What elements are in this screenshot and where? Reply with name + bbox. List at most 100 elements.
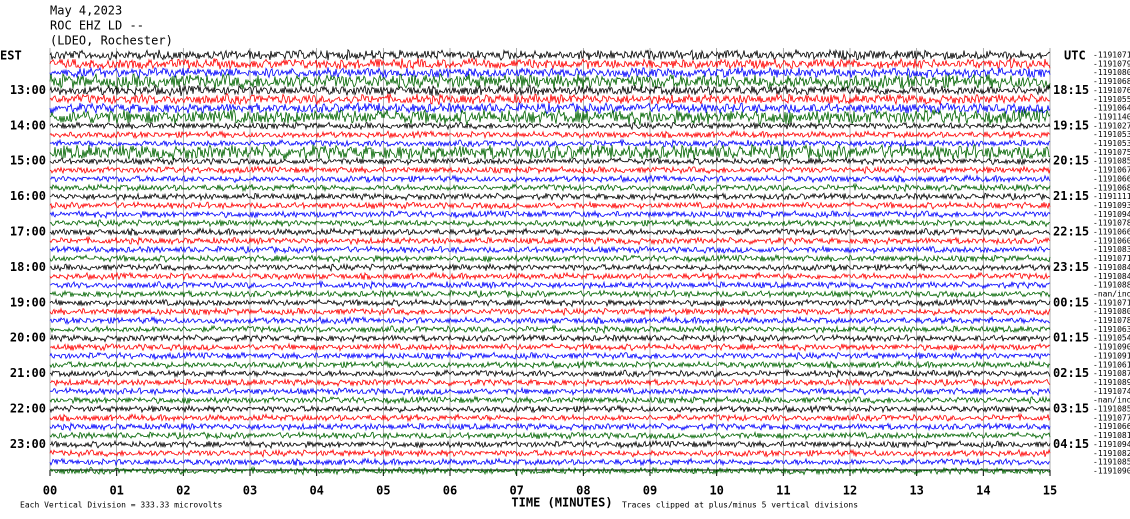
x-tick-label: 14	[976, 484, 990, 498]
left-hour-label: 16:00	[10, 189, 46, 203]
trace	[49, 182, 1051, 193]
x-tick-label: 02	[176, 484, 190, 498]
trace	[49, 156, 1051, 167]
x-tick-label: 10	[709, 484, 723, 498]
trace-label: -1191090	[1093, 466, 1130, 475]
trace-label: -1191060	[1093, 236, 1130, 245]
x-tick-label: 12	[843, 484, 857, 498]
left-hour-label: 15:00	[10, 154, 46, 168]
trace	[49, 209, 1051, 220]
trace	[49, 138, 1051, 149]
trace	[49, 165, 1051, 175]
trace	[49, 66, 1051, 80]
trace	[49, 465, 1051, 476]
trace-label: -1191084	[1093, 263, 1130, 272]
trace	[49, 351, 1051, 361]
right-hour-label: 01:15	[1053, 331, 1089, 345]
trace-label: -1191068	[1093, 77, 1130, 86]
trace-label: -1191078	[1093, 219, 1130, 228]
x-tick-label: 05	[376, 484, 390, 498]
trace-label: -1191066	[1093, 174, 1130, 183]
left-title: EST	[0, 49, 22, 63]
right-hour-label: 00:15	[1053, 295, 1089, 309]
trace-label: -1191077	[1093, 413, 1130, 422]
x-tick-label: 03	[243, 484, 257, 498]
left-hour-label: 17:00	[10, 225, 46, 239]
trace	[49, 289, 1051, 299]
trace	[49, 271, 1051, 281]
trace	[49, 101, 1051, 115]
trace	[49, 315, 1051, 325]
trace-label: -1191093	[1093, 201, 1130, 210]
x-tick-label: 00	[43, 484, 57, 498]
right-hour-label: 04:15	[1053, 437, 1089, 451]
trace-label: -1191071	[1093, 51, 1130, 60]
x-tick-label: 04	[309, 484, 323, 498]
right-hour-label: 20:15	[1053, 154, 1089, 168]
trace-label: -1191071	[1093, 298, 1130, 307]
trace-label: -1191140	[1093, 112, 1130, 121]
trace-label: -1191071	[1093, 254, 1130, 263]
footnote: Traces clipped at plus/minus 5 vertical …	[622, 501, 858, 510]
right-title: UTC	[1064, 49, 1086, 63]
footnote: Each Vertical Division = 333.33 microvol…	[20, 501, 222, 510]
trace-label: -1191053	[1093, 130, 1130, 139]
x-tick-label: 15	[1043, 484, 1057, 498]
left-hour-label: 23:00	[10, 437, 46, 451]
trace-label: -1191084	[1093, 272, 1130, 281]
trace	[49, 457, 1051, 467]
trace	[49, 404, 1051, 414]
trace-label: -1191075	[1093, 148, 1130, 157]
x-tick-label: 01	[109, 484, 123, 498]
trace-label: -1191087	[1093, 369, 1130, 378]
trace-label: -1191079	[1093, 59, 1130, 68]
right-hour-label: 03:15	[1053, 402, 1089, 416]
date: May 4,2023	[50, 4, 122, 18]
right-hour-label: 23:15	[1053, 260, 1089, 274]
trace-label: -1191081	[1093, 431, 1130, 440]
trace	[49, 360, 1051, 370]
trace	[49, 121, 1051, 131]
trace	[49, 218, 1051, 228]
trace	[49, 48, 1050, 62]
trace	[49, 72, 1051, 91]
trace-label: -1191085	[1093, 458, 1130, 467]
trace-label: -1191061	[1093, 360, 1130, 369]
trace-label: -1191064	[1093, 104, 1130, 113]
trace	[49, 92, 1051, 106]
trace-label: -1191053	[1093, 139, 1130, 148]
x-tick-label: 11	[776, 484, 790, 498]
trace	[49, 235, 1051, 246]
trace-label: -1191085	[1093, 405, 1130, 414]
left-hour-label: 14:00	[10, 118, 46, 132]
trace-label: -1191067	[1093, 166, 1130, 175]
trace-label: -1191083	[1093, 245, 1130, 254]
trace-label: -1191094	[1093, 210, 1130, 219]
trace-label: -1191111	[1093, 192, 1130, 201]
trace	[49, 262, 1051, 272]
left-hour-label: 19:00	[10, 295, 46, 309]
trace	[49, 227, 1051, 237]
trace	[49, 280, 1051, 291]
left-hour-label: 20:00	[10, 331, 46, 345]
left-hour-label: 22:00	[10, 402, 46, 416]
trace	[49, 83, 1051, 98]
right-hour-label: 21:15	[1053, 189, 1089, 203]
trace-label: -1191066	[1093, 422, 1130, 431]
trace	[49, 174, 1051, 184]
trace-label: -1191080	[1093, 68, 1130, 77]
trace-label: -1191085	[1093, 157, 1130, 166]
x-tick-label: 07	[509, 484, 523, 498]
x-tick-label: 08	[576, 484, 590, 498]
trace-label: -1191078	[1093, 316, 1130, 325]
trace	[49, 200, 1051, 211]
trace-label: -1191090	[1093, 343, 1130, 352]
trace-label: -1191082	[1093, 449, 1130, 458]
trace	[49, 333, 1051, 343]
trace	[49, 430, 1051, 441]
trace-label: -1191080	[1093, 307, 1130, 316]
trace-label: -1191089	[1093, 378, 1130, 387]
trace-label: -1191076	[1093, 86, 1130, 95]
right-hour-label: 19:15	[1053, 118, 1089, 132]
